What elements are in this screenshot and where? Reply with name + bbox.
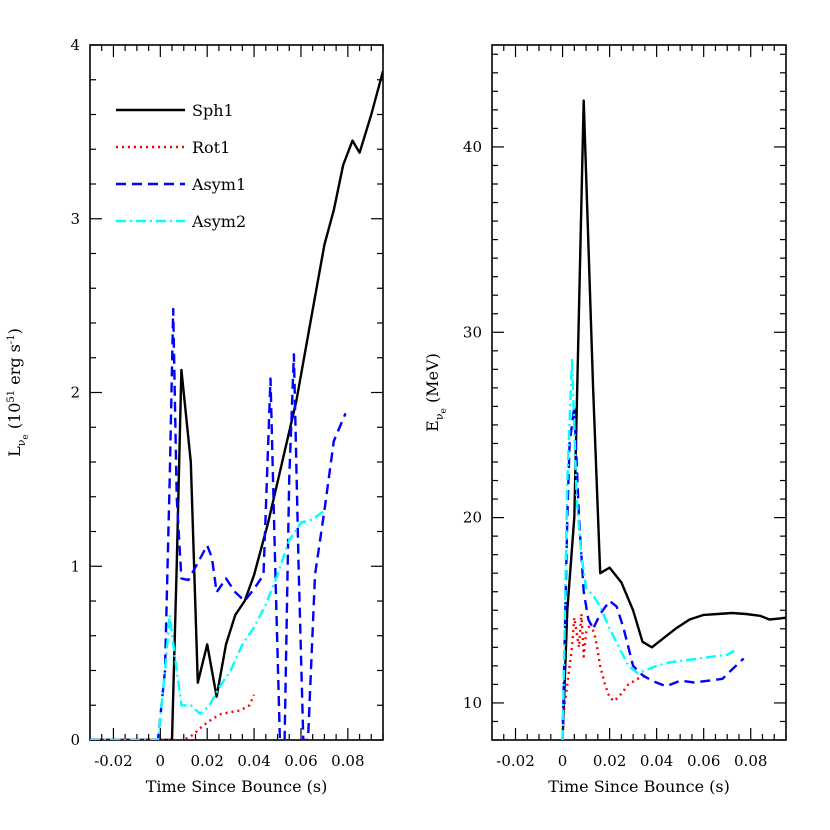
x-tick-label: 0.06 — [284, 752, 317, 770]
y-tick-label: 3 — [70, 210, 80, 228]
series-line-rot1 — [90, 694, 256, 740]
energy-panel: -0.02 0 0.02 0.04 0.06 0.08 10 20 30 40 Time Since… — [423, 44, 787, 796]
legend-label-asym2: Asym2 — [191, 212, 246, 231]
x-tick-label: -0.02 — [496, 752, 534, 770]
legend-label-sph1: Sph1 — [192, 101, 234, 120]
x-tick-label: 0 — [156, 752, 166, 770]
y-tick-label: 2 — [70, 384, 80, 402]
x-tick-label: 0.08 — [734, 752, 767, 770]
y-tick-label: 0 — [70, 731, 80, 749]
legend-label-asym1: Asym1 — [191, 175, 246, 194]
x-tick-label: 0.08 — [331, 752, 364, 770]
y-axis-label: Lνe (1051 erg s-1) — [5, 328, 31, 457]
x-tick-label: 0 — [558, 752, 568, 770]
y-tick-label: 30 — [463, 323, 482, 341]
x-tick-label: -0.02 — [94, 752, 132, 770]
y-axis-label: Eνe (MeV) — [423, 353, 449, 432]
plot-frame — [491, 44, 787, 741]
x-tick-label: 0.04 — [237, 752, 270, 770]
series-line-asym2 — [561, 358, 735, 740]
series-line-asym1 — [90, 307, 347, 740]
x-tick-label: 0.06 — [687, 752, 720, 770]
y-tick-label: 4 — [70, 36, 80, 54]
series-line-sph1 — [561, 99, 786, 740]
series-line-rot1 — [561, 612, 648, 722]
y-tick-label: 20 — [463, 509, 482, 527]
y-tick-label: 10 — [463, 694, 482, 712]
series-line-sph1 — [90, 70, 383, 740]
x-tick-label: 0.04 — [640, 752, 673, 770]
x-axis-label: Time Since Bounce (s) — [146, 777, 328, 796]
plot-frame — [89, 44, 384, 741]
legend-label-rot1: Rot1 — [192, 138, 230, 157]
luminosity-panel: -0.02 0 0.02 0.04 0.06 0.08 0 1 2 3 4 Time Since Bo… — [5, 36, 384, 796]
y-tick-label: 1 — [70, 557, 80, 575]
x-tick-label: 0.02 — [190, 752, 223, 770]
series-line-asym2 — [90, 509, 326, 740]
series-line-asym1 — [561, 405, 745, 740]
x-tick-label: 0.02 — [593, 752, 626, 770]
x-axis-label: Time Since Bounce (s) — [548, 777, 730, 796]
y-tick-label: 40 — [463, 138, 482, 156]
